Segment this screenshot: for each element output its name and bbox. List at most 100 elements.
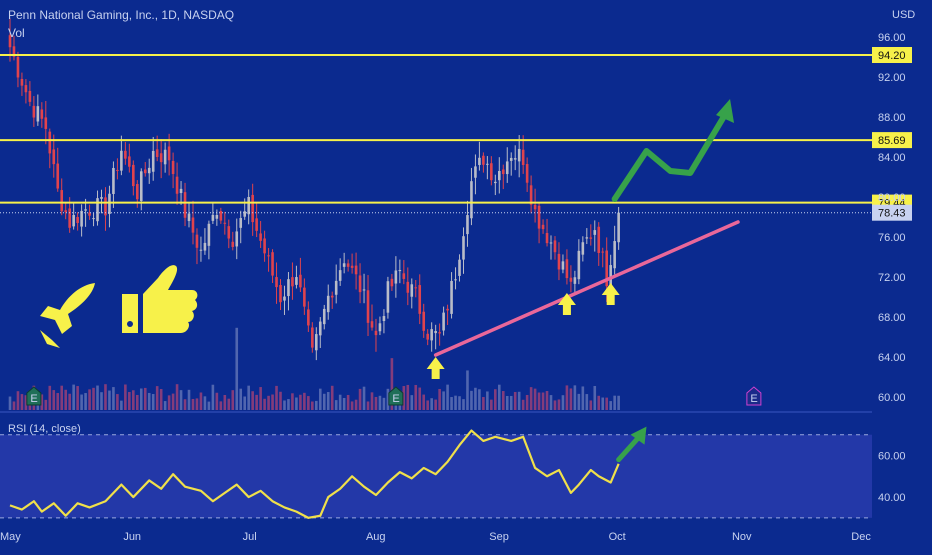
candle-body (497, 171, 501, 181)
volume-bar (56, 393, 60, 410)
volume-bar (104, 384, 107, 410)
candle-body (446, 308, 449, 311)
volume-bar (553, 400, 557, 410)
candle-body (223, 222, 227, 224)
volume-bar (295, 397, 298, 410)
volume-bar (458, 396, 461, 410)
volume-bar (569, 388, 573, 410)
volume-bar (223, 394, 227, 410)
candle-body (68, 208, 71, 228)
x-tick-label: May (0, 531, 21, 543)
candle-body (521, 149, 525, 165)
y-tick-label: 64.00 (878, 352, 906, 364)
volume-bar (426, 400, 429, 410)
candle-body (104, 197, 107, 216)
volume-bar (243, 396, 247, 410)
candle-body (167, 146, 171, 161)
candle-body (267, 255, 270, 257)
candle-body (147, 167, 151, 174)
volume-bar (342, 397, 346, 410)
volume-bar (402, 386, 406, 410)
candle-body (219, 211, 223, 221)
y-tick-label: 92.00 (878, 72, 906, 84)
x-tick-label: Aug (366, 531, 386, 543)
candle-body (171, 160, 175, 175)
candle-body (88, 212, 91, 216)
volume-bar (466, 370, 469, 410)
rocket-icon (40, 283, 95, 348)
volume-bar (593, 386, 597, 410)
candle-body (354, 265, 358, 275)
volume-bar (12, 401, 16, 410)
rsi-tick-label: 60.00 (878, 450, 906, 462)
candle-body (382, 316, 386, 322)
volume-bar (251, 391, 254, 410)
rsi-line (9, 429, 620, 519)
thumbs-up-icon (122, 265, 198, 333)
candle-body (486, 163, 489, 165)
candle-body (8, 35, 12, 48)
candle-body (28, 90, 32, 102)
volume-bar (346, 394, 350, 410)
candle-body (529, 185, 533, 205)
volume-bar (430, 398, 433, 410)
volume-bar (509, 395, 513, 410)
volume-label: Vol (8, 26, 25, 40)
last-price-label: 78.43 (878, 208, 906, 220)
volume-bar (120, 400, 123, 410)
candle-body (207, 223, 211, 246)
x-tick-label: Sep (489, 531, 509, 543)
candle-body (581, 242, 585, 255)
candle-body (490, 163, 493, 181)
volume-bar (191, 398, 195, 410)
candle-body (346, 263, 350, 267)
volume-bar (279, 391, 282, 410)
volume-bar (330, 385, 334, 410)
candle-body (116, 169, 119, 171)
candle-body (283, 296, 286, 301)
volume-bar (525, 394, 529, 410)
candle-body (613, 241, 616, 269)
volume-bar (362, 386, 366, 410)
volume-bar (434, 399, 437, 410)
candle-body (374, 330, 378, 336)
candle-body (247, 196, 250, 215)
candle-body (402, 273, 406, 279)
earnings-badge (388, 386, 404, 406)
volume-bar (291, 393, 294, 410)
earnings-label: E (30, 393, 37, 405)
volume-bar (358, 388, 362, 410)
candle-body (569, 277, 573, 282)
volume-bar (517, 391, 521, 410)
volume-bar (68, 393, 71, 410)
volume-bar (263, 398, 266, 410)
rsi-tick-label: 40.00 (878, 492, 906, 504)
volume-bar (406, 384, 410, 410)
candle-body (72, 214, 75, 227)
zigzag-arrow-head (716, 99, 735, 123)
chart-title: Penn National Gaming, Inc., 1D, NASDAQ (8, 8, 235, 22)
candle-body (295, 277, 298, 285)
volume-bar (72, 384, 75, 410)
volume-bar (605, 397, 608, 410)
candle-body (275, 277, 278, 288)
volume-bar (247, 385, 250, 410)
volume-bar (454, 395, 457, 410)
y-tick-label: 72.00 (878, 272, 906, 284)
volume-bar (271, 394, 274, 410)
candle-body (128, 156, 131, 167)
volume-bar (52, 390, 56, 410)
volume-bar (175, 384, 179, 410)
candle-body (32, 105, 36, 118)
volume-bar (350, 401, 354, 410)
volume-bar (139, 388, 143, 410)
volume-bar (601, 397, 605, 410)
candle-body (398, 270, 402, 272)
candle-body (577, 250, 581, 280)
candle-body (40, 109, 44, 119)
candle-body (60, 190, 64, 212)
candle-body (259, 233, 262, 241)
candle-body (175, 176, 179, 194)
last-price-tag (872, 204, 912, 221)
